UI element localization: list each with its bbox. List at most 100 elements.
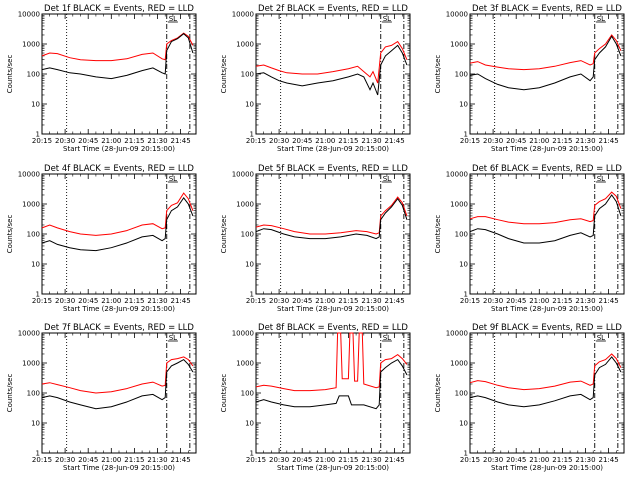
x-axis-label: Start Time (28-Jun-09 20:15:00)	[277, 305, 389, 313]
y-tick-label: 10000	[232, 330, 254, 338]
series-lld-line	[469, 34, 622, 71]
y-tick-label: 1000	[22, 201, 40, 209]
x-tick-label: 20:30	[55, 297, 75, 305]
x-tick-label: 20:30	[55, 456, 75, 464]
y-tick-label: 10	[459, 261, 468, 269]
y-tick-label: 100	[455, 231, 468, 239]
x-tick-label: 21:15	[124, 297, 144, 305]
y-tick-label: 1	[464, 450, 468, 458]
x-tick-label: 21:30	[147, 456, 167, 464]
y-axis-label: Counts/sec	[6, 55, 14, 94]
marker-label: SL	[169, 15, 177, 23]
y-axis-label: Counts/sec	[434, 55, 442, 94]
y-tick-label: 100	[27, 231, 40, 239]
y-tick-label: 100	[27, 390, 40, 398]
y-tick-label: 10	[31, 420, 40, 428]
series-events-line	[255, 358, 408, 410]
x-tick-label: 21:30	[147, 137, 167, 145]
y-tick-label: 1	[250, 131, 254, 139]
series-events-line	[255, 197, 408, 240]
x-tick-label: 21:15	[552, 297, 572, 305]
x-tick-label: 20:15	[246, 297, 266, 305]
x-tick-label: 20:45	[78, 137, 98, 145]
y-tick-label: 1	[464, 291, 468, 299]
panel-det-7: Det 7f BLACK = Events, RED = LLD 1 10 100 10…	[6, 323, 197, 472]
x-tick-label: 20:30	[269, 456, 289, 464]
panel-det-9: Det 9f BLACK = Events, RED = LLD 1 10 100 10…	[434, 323, 625, 472]
y-tick-label: 100	[455, 71, 468, 79]
x-axis-label: Start Time (28-Jun-09 20:15:00)	[63, 305, 175, 313]
panel-det-1: Det 1f BLACK = Events, RED = LLD 1 10 100 10…	[6, 4, 197, 153]
y-tick-label: 1	[250, 291, 254, 299]
plot-frame	[255, 173, 411, 295]
y-tick-label: 1000	[236, 360, 254, 368]
panel-title: Det 8f BLACK = Events, RED = LLD	[258, 323, 408, 333]
marker-label: SL	[169, 175, 177, 183]
y-tick-label: 1	[36, 450, 40, 458]
x-tick-label: 20:15	[32, 456, 52, 464]
y-axis-label: Counts/sec	[434, 374, 442, 413]
series-lld-line	[255, 40, 408, 84]
y-tick-label: 1000	[236, 201, 254, 209]
x-tick-label: 21:45	[171, 137, 191, 145]
y-tick-label: 1000	[22, 360, 40, 368]
y-tick-label: 10000	[232, 11, 254, 19]
x-tick-label: 21:15	[338, 297, 358, 305]
x-tick-label: 20:30	[483, 456, 503, 464]
y-tick-label: 100	[241, 390, 254, 398]
marker-label: SL	[383, 175, 391, 183]
y-axis-label: Counts/sec	[434, 215, 442, 254]
x-tick-label: 20:45	[506, 137, 526, 145]
panel-det-8: Det 8f BLACK = Events, RED = LLD 1 10 100 10…	[220, 323, 411, 472]
y-axis-label: Counts/sec	[6, 215, 14, 254]
x-tick-label: 20:15	[460, 456, 480, 464]
y-tick-label: 1000	[450, 41, 468, 49]
panel-title: Det 1f BLACK = Events, RED = LLD	[44, 4, 194, 14]
series-lld-line	[41, 32, 194, 62]
x-tick-label: 21:00	[529, 297, 549, 305]
y-tick-label: 10	[31, 101, 40, 109]
panel-det-4: Det 4f BLACK = Events, RED = LLD 1 10 100 10…	[6, 164, 197, 313]
x-tick-label: 21:30	[575, 297, 595, 305]
x-tick-label: 20:30	[55, 137, 75, 145]
y-axis-label: Counts/sec	[220, 55, 228, 94]
y-tick-label: 1000	[450, 201, 468, 209]
x-tick-label: 20:15	[32, 297, 52, 305]
series-events-line	[469, 35, 622, 91]
y-tick-label: 10	[245, 101, 254, 109]
x-tick-label: 20:15	[246, 137, 266, 145]
series-lld-line	[469, 353, 622, 391]
panel-title: Det 2f BLACK = Events, RED = LLD	[258, 4, 408, 14]
x-tick-label: 20:15	[32, 137, 52, 145]
plot-frame	[469, 332, 625, 454]
y-tick-label: 1000	[22, 41, 40, 49]
panel-title: Det 4f BLACK = Events, RED = LLD	[44, 164, 194, 174]
panel-title: Det 6f BLACK = Events, RED = LLD	[472, 164, 622, 174]
series-events-line	[41, 33, 194, 80]
x-tick-label: 21:30	[575, 137, 595, 145]
x-tick-label: 21:30	[361, 456, 381, 464]
marker-label: SL	[597, 15, 605, 23]
x-axis-label: Start Time (28-Jun-09 20:15:00)	[277, 145, 389, 153]
plot-frame	[41, 13, 197, 135]
series-lld-line	[41, 356, 194, 394]
y-tick-label: 1	[464, 131, 468, 139]
x-tick-label: 21:00	[101, 297, 121, 305]
x-tick-label: 21:00	[529, 456, 549, 464]
plot-frame	[255, 332, 411, 454]
panel-det-5: Det 5f BLACK = Events, RED = LLD 1 10 100 10…	[220, 164, 411, 313]
x-tick-label: 20:45	[78, 297, 98, 305]
panel-title: Det 9f BLACK = Events, RED = LLD	[472, 323, 622, 333]
x-tick-label: 21:15	[552, 456, 572, 464]
plot-frame	[255, 13, 411, 135]
y-tick-label: 10000	[18, 11, 40, 19]
y-tick-label: 10	[31, 261, 40, 269]
series-events-line	[41, 358, 194, 410]
y-tick-label: 1	[36, 131, 40, 139]
plot-frame	[469, 13, 625, 135]
x-axis-label: Start Time (28-Jun-09 20:15:00)	[491, 305, 603, 313]
y-axis-label: Counts/sec	[220, 215, 228, 254]
x-tick-label: 21:15	[124, 137, 144, 145]
series-events-line	[469, 194, 622, 244]
x-tick-label: 21:30	[147, 297, 167, 305]
